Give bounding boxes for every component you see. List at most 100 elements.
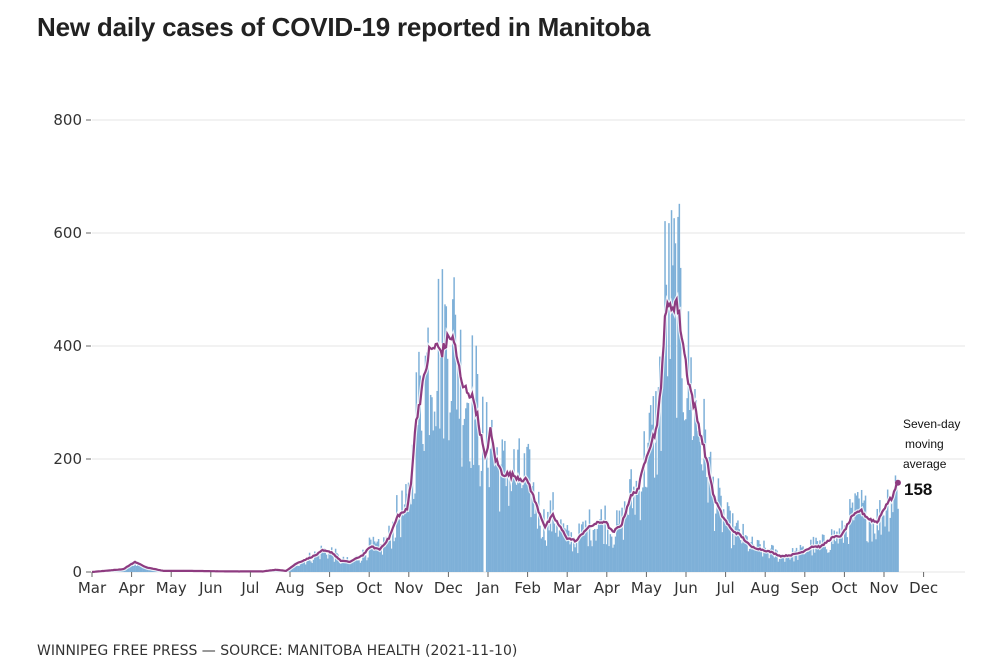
daily-case-bar: [558, 530, 561, 572]
x-tick-label: Jan: [475, 579, 499, 597]
daily-case-bar: [847, 543, 850, 572]
daily-case-bar: [700, 464, 703, 572]
daily-case-bar: [683, 420, 686, 572]
daily-case-bar: [696, 430, 699, 572]
daily-case-bar: [392, 521, 394, 572]
daily-case-bar: [334, 548, 337, 572]
daily-case-bar: [623, 501, 626, 572]
daily-case-bar: [138, 564, 140, 572]
daily-case-bar: [530, 517, 532, 572]
daily-case-bar: [495, 461, 497, 572]
daily-case-bar: [370, 539, 372, 572]
daily-case-bar: [571, 551, 574, 572]
daily-case-bar: [860, 489, 863, 572]
daily-case-bar: [371, 545, 373, 572]
daily-case-bar: [590, 540, 592, 572]
daily-case-bar: [394, 537, 397, 572]
daily-case-bar: [681, 378, 683, 572]
daily-case-bar: [423, 450, 425, 572]
daily-case-bar: [552, 492, 554, 572]
daily-case-bar: [832, 544, 834, 572]
daily-case-bar: [759, 544, 761, 572]
x-tick-label: Mar: [553, 579, 582, 597]
daily-case-bar: [875, 539, 877, 572]
daily-case-bar: [415, 372, 418, 572]
daily-case-bar: [403, 504, 406, 572]
daily-case-bar: [466, 402, 468, 572]
daily-case-bar: [838, 528, 841, 572]
daily-case-bar: [416, 425, 419, 572]
daily-case-bar: [718, 487, 721, 572]
daily-case-bar: [720, 495, 722, 572]
daily-case-bar: [689, 410, 691, 572]
daily-case-bar: [532, 482, 535, 572]
daily-case-bar: [756, 539, 759, 572]
daily-case-bar: [845, 528, 847, 572]
daily-case-bar: [535, 506, 537, 572]
daily-case-bar: [622, 539, 625, 572]
daily-case-bar: [389, 536, 392, 572]
daily-case-bar: [728, 506, 730, 572]
daily-case-bar: [627, 514, 630, 572]
daily-case-bar: [149, 569, 152, 572]
daily-case-bar: [620, 528, 622, 572]
daily-case-bar: [573, 537, 575, 572]
daily-case-bar: [328, 550, 330, 572]
daily-case-bar: [731, 513, 734, 572]
daily-case-bar: [869, 519, 872, 572]
daily-case-bar: [578, 523, 580, 572]
daily-case-bar: [428, 435, 431, 572]
daily-case-bar: [379, 546, 381, 572]
daily-case-bar: [748, 548, 751, 572]
daily-case-bar: [791, 548, 794, 572]
x-tick-label: Nov: [869, 579, 898, 597]
daily-case-bar: [450, 401, 453, 572]
daily-case-bar: [489, 448, 492, 572]
daily-case-bar: [130, 561, 132, 572]
daily-case-bar: [327, 558, 329, 572]
daily-case-bar: [677, 216, 679, 573]
daily-case-bar: [510, 491, 513, 572]
daily-case-bar: [534, 513, 536, 572]
daily-case-bar: [136, 561, 139, 572]
daily-case-bar: [601, 520, 604, 572]
daily-case-bar: [402, 515, 405, 572]
daily-case-bar: [843, 525, 846, 572]
daily-case-bar: [803, 554, 806, 572]
daily-case-bar: [881, 510, 884, 572]
daily-case-bar: [521, 488, 523, 572]
daily-case-bar: [754, 549, 756, 572]
daily-case-bar: [500, 464, 502, 572]
daily-case-bar: [836, 531, 838, 572]
daily-case-bar: [143, 566, 145, 572]
daily-case-bar: [675, 417, 678, 572]
x-tick-label: May: [631, 579, 662, 597]
daily-case-bar: [422, 444, 424, 572]
daily-case-bar: [638, 483, 640, 572]
daily-case-bar: [553, 523, 556, 572]
daily-case-bar: [144, 567, 147, 572]
x-tick-label: Jul: [240, 579, 259, 597]
daily-case-bar: [686, 398, 688, 572]
daily-case-bar: [587, 546, 589, 572]
daily-case-bar: [468, 461, 471, 572]
daily-case-bar: [373, 541, 376, 572]
daily-case-bar: [351, 560, 354, 572]
daily-case-bar: [332, 554, 334, 572]
daily-case-bar: [396, 495, 398, 572]
daily-case-bar: [873, 533, 876, 572]
daily-case-bar: [345, 561, 347, 572]
daily-case-bar: [636, 489, 639, 572]
daily-case-bar: [548, 530, 550, 572]
daily-case-bar: [889, 517, 892, 572]
daily-case-bar: [642, 487, 644, 572]
daily-case-bar: [802, 546, 804, 572]
daily-case-bar: [459, 329, 462, 572]
daily-case-bar: [733, 545, 735, 572]
daily-case-bar: [609, 534, 612, 572]
daily-case-bar: [440, 353, 442, 572]
x-tick-label: Sep: [791, 579, 819, 597]
daily-case-bar: [375, 543, 377, 572]
daily-case-bar: [319, 559, 321, 572]
x-tick-label: Apr: [594, 579, 621, 597]
